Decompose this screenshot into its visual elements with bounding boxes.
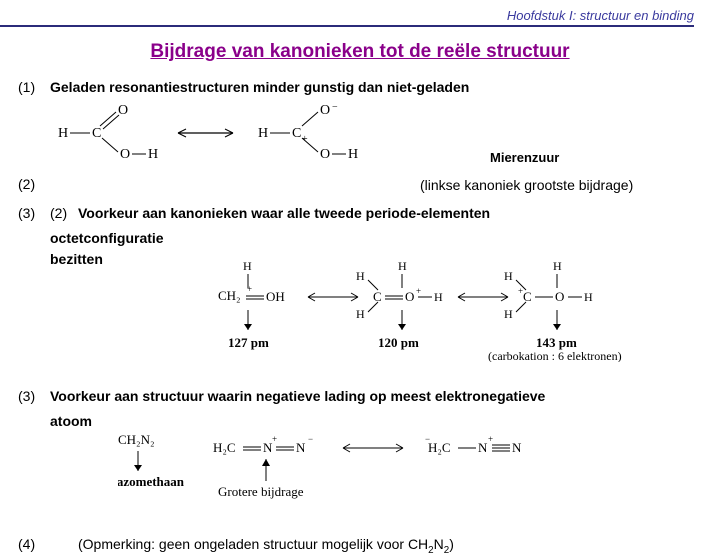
- svg-text:H: H: [434, 290, 443, 304]
- svg-text:+: +: [247, 284, 252, 294]
- point-1-text: Geladen resonantiestructuren minder guns…: [50, 77, 702, 98]
- svg-text:O: O: [555, 289, 564, 304]
- svg-text:+: +: [302, 134, 308, 145]
- svg-text:N: N: [478, 440, 488, 455]
- point-3a-num: (3): [18, 203, 50, 224]
- point-3b-text2: atoom: [50, 411, 92, 432]
- svg-text:N: N: [296, 440, 306, 455]
- svg-text:H: H: [584, 290, 593, 304]
- svg-text:H: H: [258, 126, 268, 141]
- svg-text:143 pm: 143 pm: [536, 335, 577, 350]
- point-3a: (3) (2) Voorkeur aan kanonieken waar all…: [18, 203, 702, 224]
- svg-text:N: N: [512, 440, 522, 455]
- point-4: (4) (Opmerking: geen ongeladen structuur…: [18, 534, 702, 558]
- svg-text:diazomethaan: diazomethaan: [118, 474, 185, 489]
- svg-text:−: −: [425, 434, 430, 444]
- mierenzuur-label: Mierenzuur: [490, 148, 559, 168]
- svg-text:H: H: [348, 147, 358, 162]
- svg-text:H: H: [504, 269, 513, 283]
- header-divider: [0, 25, 694, 27]
- svg-text:C: C: [292, 126, 301, 141]
- svg-text:H₂C: H₂C: [213, 440, 236, 455]
- svg-text:O: O: [320, 103, 330, 118]
- point-3b: (3) Voorkeur aan structuur waarin negati…: [18, 386, 702, 407]
- svg-text:CH₂N₂: CH₂N₂: [118, 432, 155, 447]
- svg-text:H: H: [356, 269, 365, 283]
- svg-text:+: +: [488, 434, 493, 444]
- point-3b-text: Voorkeur aan structuur waarin negatieve …: [50, 386, 702, 407]
- point-1: (1) Geladen resonantiestructuren minder …: [18, 77, 702, 98]
- page-title: Bijdrage van kanonieken tot de reële str…: [0, 41, 720, 63]
- svg-text:+: +: [518, 286, 523, 296]
- svg-text:H: H: [553, 259, 562, 273]
- svg-text:H: H: [243, 259, 252, 273]
- chapter-label: Hoofdstuk I: structuur en binding: [0, 8, 694, 23]
- svg-text:−: −: [308, 434, 313, 444]
- ch2oh-svg: H CH₂ OH + 127 pm H C O +: [218, 252, 698, 362]
- svg-text:H: H: [58, 126, 68, 141]
- diagram-mierenzuur: H C O O H H C + O − O: [58, 102, 720, 170]
- diazo-svg: CH₂N₂ diazomethaan H₂C N + N − Grotere b…: [118, 426, 618, 514]
- svg-text:H₂C: H₂C: [428, 440, 451, 455]
- svg-text:O: O: [405, 289, 414, 304]
- svg-text:C: C: [373, 289, 382, 304]
- point-1-num: (1): [18, 77, 50, 98]
- content-area: (1) Geladen resonantiestructuren minder …: [0, 77, 720, 558]
- diagram-diazo: CH₂N₂ diazomethaan H₂C N + N − Grotere b…: [118, 426, 720, 520]
- svg-text:Grotere bijdrage: Grotere bijdrage: [218, 484, 304, 499]
- svg-text:H: H: [356, 307, 365, 321]
- svg-text:C: C: [523, 289, 532, 304]
- svg-text:O: O: [118, 103, 128, 118]
- svg-text:CH₂: CH₂: [218, 288, 241, 303]
- linkse-note: (linkse kanoniek grootste bijdrage): [420, 175, 633, 196]
- point-2-num: (2): [18, 174, 50, 195]
- point-4-num: (4): [18, 534, 50, 555]
- point-4-text: (Opmerking: geen ongeladen structuur mog…: [78, 534, 454, 558]
- svg-text:C: C: [92, 126, 101, 141]
- mierenzuur-svg: H C O O H H C + O − O: [58, 102, 418, 164]
- svg-text:H: H: [148, 147, 158, 162]
- point-3a-text: Voorkeur aan kanonieken waar alle tweede…: [78, 203, 702, 224]
- svg-text:120 pm: 120 pm: [378, 335, 419, 350]
- diagram-ch2oh: H CH₂ OH + 127 pm H C O +: [218, 252, 720, 368]
- svg-text:OH: OH: [266, 289, 285, 304]
- point-3b-num: (3): [18, 386, 50, 407]
- point-3a-sub: (2): [50, 203, 78, 224]
- svg-text:O: O: [120, 147, 130, 162]
- svg-text:−: −: [332, 102, 338, 113]
- point-3a-text2: octetconfiguratie bezitten: [50, 228, 220, 270]
- svg-text:+: +: [416, 286, 421, 296]
- svg-text:(carbokation : 6 elektronen): (carbokation : 6 elektronen): [488, 349, 622, 362]
- svg-text:H: H: [504, 307, 513, 321]
- svg-text:O: O: [320, 147, 330, 162]
- svg-text:+: +: [272, 434, 277, 444]
- svg-text:127 pm: 127 pm: [228, 335, 269, 350]
- svg-text:H: H: [398, 259, 407, 273]
